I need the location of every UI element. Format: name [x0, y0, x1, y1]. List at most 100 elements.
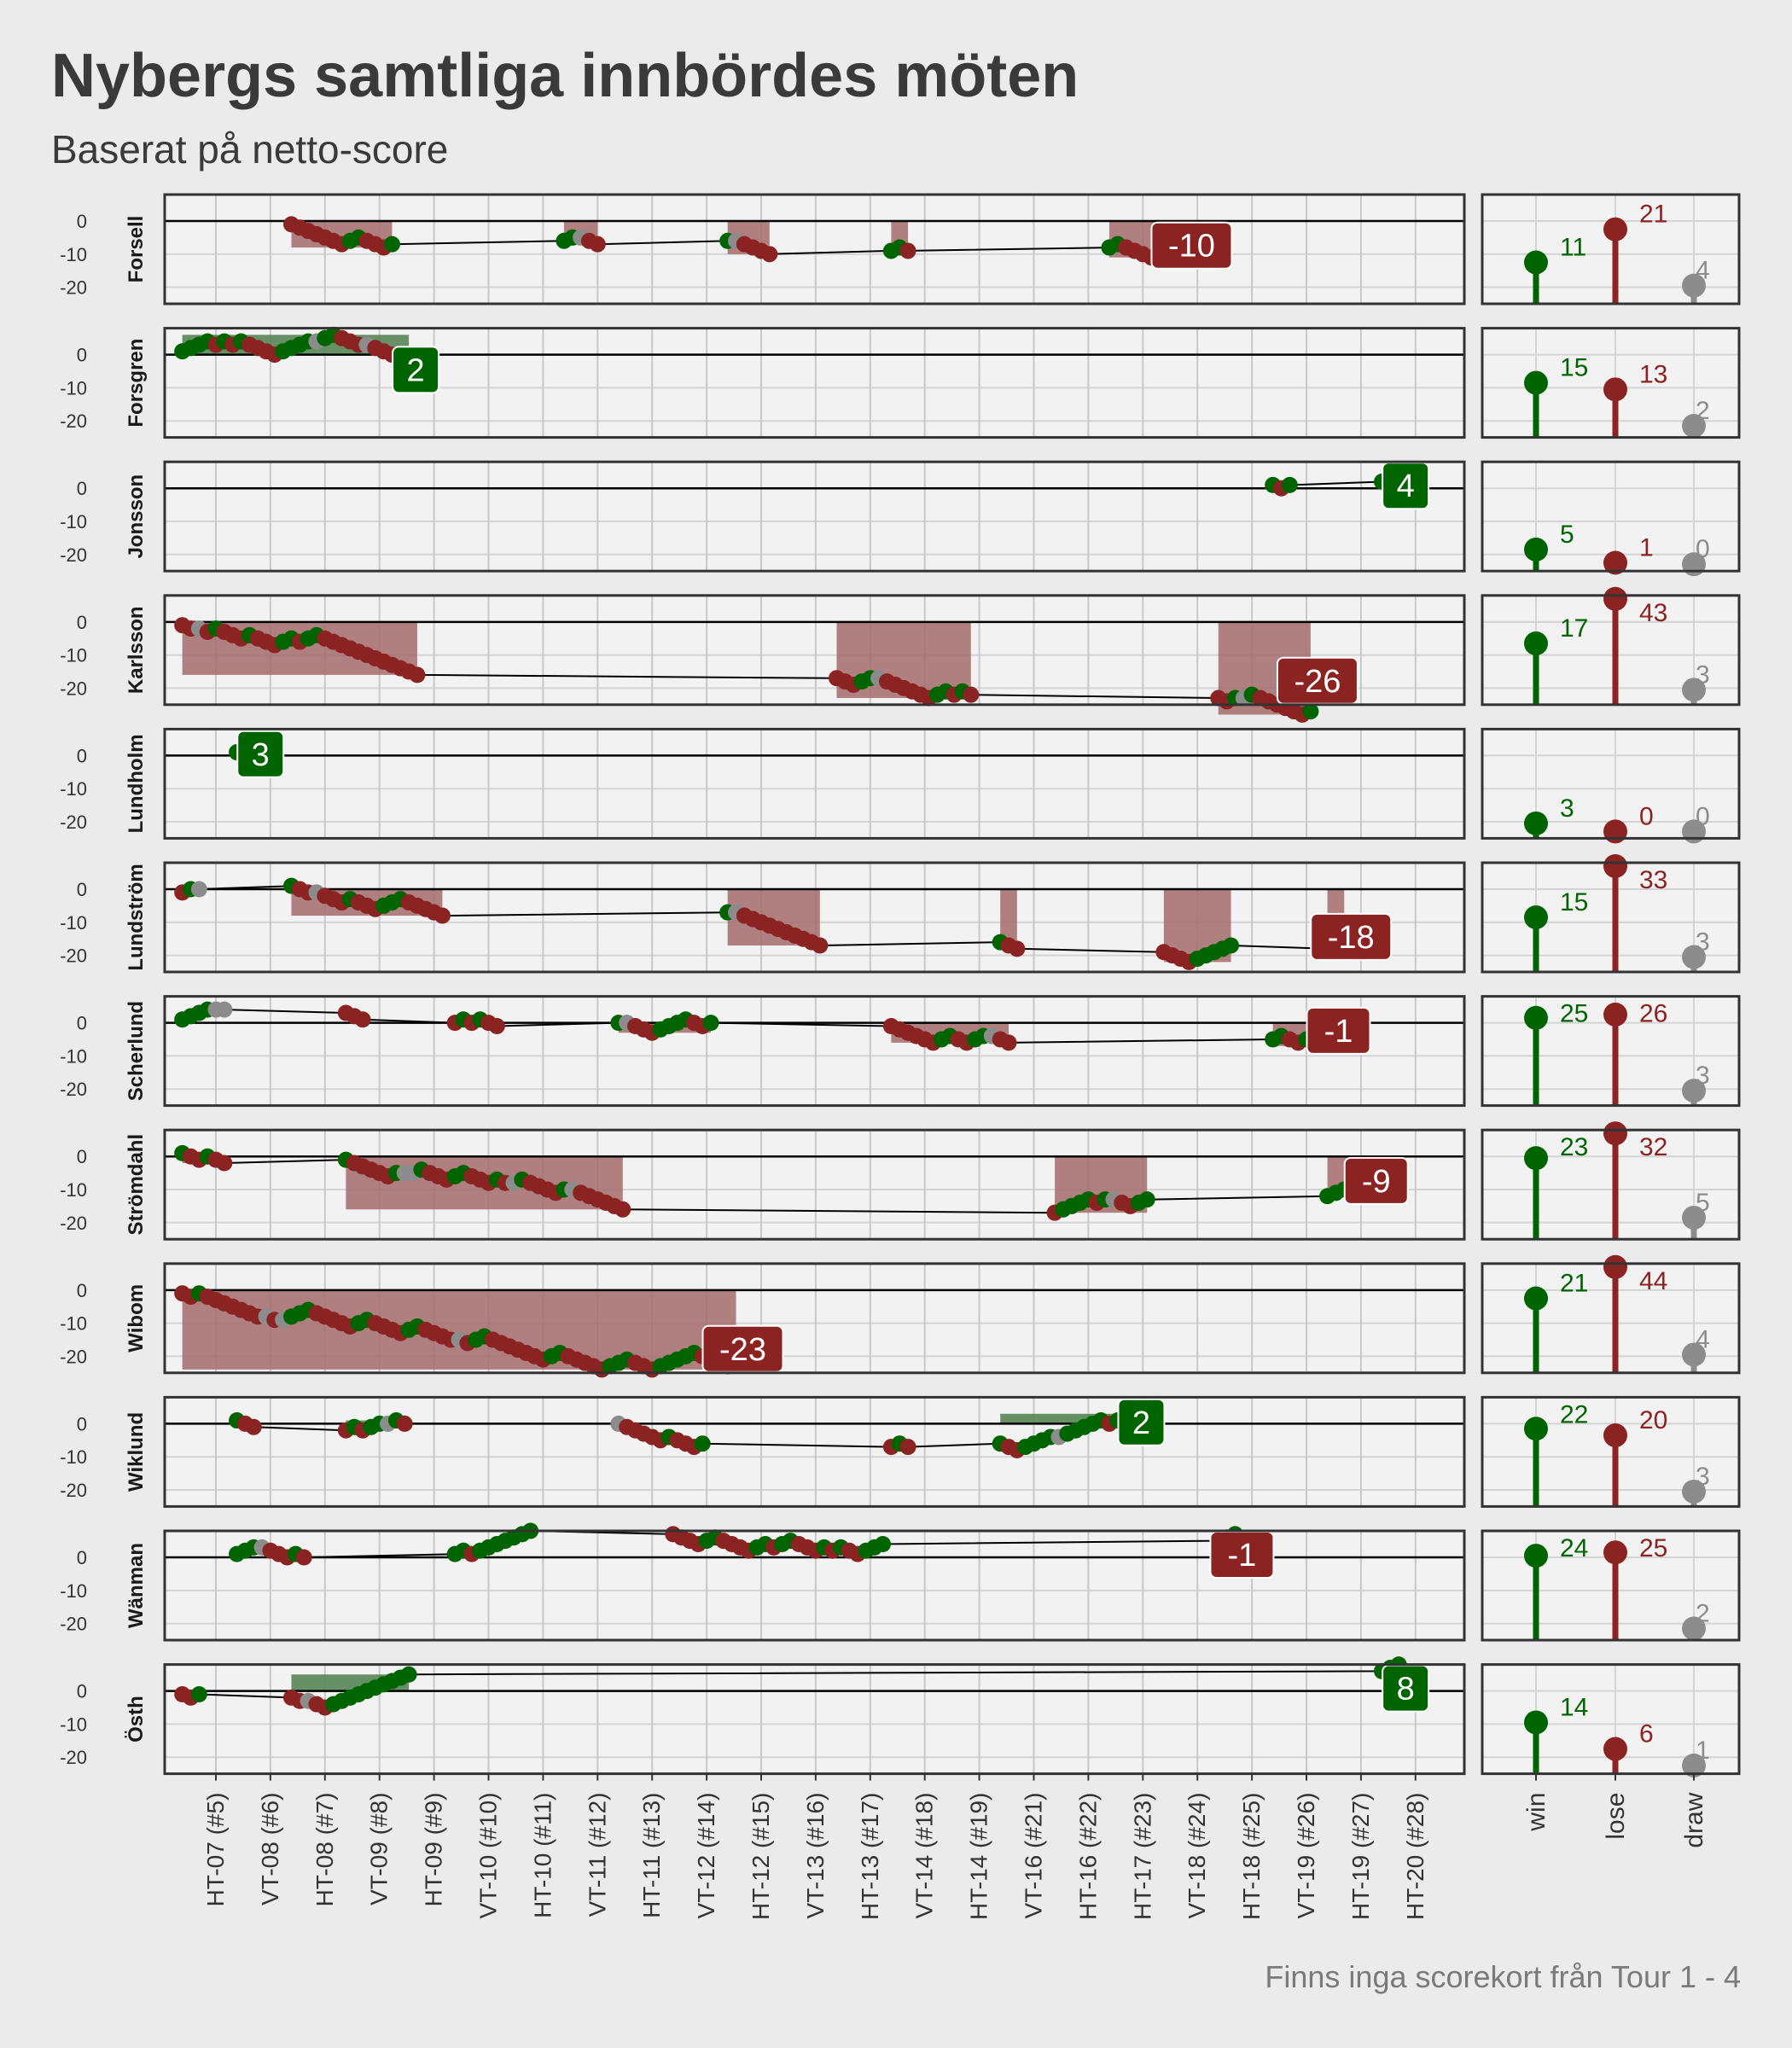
lollipop-dot [1603, 819, 1627, 844]
y-tick-label: 0 [77, 612, 87, 633]
count-label: 2 [1696, 1599, 1710, 1627]
final-value-box [1117, 1398, 1166, 1446]
final-value-label: -18 [1310, 912, 1393, 961]
result-point [1009, 940, 1026, 957]
chart-caption: Finns inga scorekort från Tour 1 - 4 [1265, 1959, 1741, 1994]
summary-lollipops: 17 43 3 [1524, 586, 1710, 705]
x-tick-label: HT-09 (#9) [421, 1793, 447, 1907]
panel-11: -10-10-20 Wänman 24 252 [60, 1522, 1741, 1642]
result-point [899, 1439, 916, 1456]
y-tick-label: -10 [60, 511, 87, 532]
final-value-label: 2 [1117, 1398, 1166, 1446]
panel-border [163, 1663, 1466, 1776]
y-tick-label: -10 [60, 1580, 87, 1602]
lollipop-dot [1524, 250, 1548, 275]
count-label: 25 [1560, 1000, 1588, 1028]
count-label: 3 [1696, 928, 1710, 957]
summary-lollipops: 21 444 [1524, 1254, 1710, 1373]
shaded-area [1000, 1413, 1135, 1424]
y-tick-label: -10 [60, 778, 87, 800]
count-label: 13 [1639, 360, 1667, 388]
final-value-text: 4 [1397, 468, 1415, 504]
y-tick-label: -10 [60, 1713, 87, 1735]
summary-tick-label: lose [1602, 1793, 1630, 1840]
x-tick-label: HT-07 (#5) [202, 1793, 229, 1907]
final-value-text: -1 [1324, 1014, 1353, 1050]
panel-label: Östh [125, 1696, 148, 1743]
count-label: 2 [1696, 397, 1710, 425]
panel-8: -9 0 -10 -20 Strömdahl 23 32 5 [60, 1121, 1741, 1241]
x-tick-label: VT-19 (#26) [1293, 1793, 1319, 1919]
y-tick-label: -20 [60, 1480, 87, 1501]
x-tick-label: HT-10 (#11) [529, 1793, 556, 1918]
lollipop-dot [1682, 1205, 1706, 1230]
panel-label: Wänman [125, 1543, 148, 1628]
lollipop-dot [1603, 217, 1627, 241]
x-tick-label: HT-11 (#13) [638, 1793, 665, 1918]
y-tick-label: -20 [60, 277, 87, 299]
panel-10: 20-10-20 Wiklund 22 203 [60, 1395, 1741, 1508]
result-point [614, 1201, 631, 1218]
count-label: 0 [1639, 802, 1654, 830]
y-tick-label: -20 [60, 1346, 87, 1367]
panel-7: -10-10-20 Scherlund 25 263 [60, 995, 1741, 1108]
final-value-text: 8 [1397, 1672, 1415, 1708]
lollipop-dot [1524, 1286, 1548, 1311]
lollipop-dot [1682, 1616, 1706, 1641]
result-point [354, 1011, 371, 1028]
summary-lollipops: 25 26 3 [1524, 1000, 1710, 1106]
y-tick-label: -20 [60, 410, 87, 432]
panel-border [163, 995, 1466, 1108]
panel-background [165, 462, 1464, 572]
count-label: 3 [1696, 660, 1710, 689]
panel-border [163, 460, 1466, 573]
final-value-text: -10 [1168, 229, 1215, 265]
final-value-label: 8 [1382, 1664, 1430, 1713]
lollipop-dot [1524, 905, 1548, 929]
result-point [216, 1001, 233, 1018]
lollipop-dot [1682, 1753, 1706, 1777]
y-tick-label: 0 [77, 1013, 87, 1034]
result-point [190, 881, 207, 898]
result-point [1138, 1191, 1155, 1208]
final-value-box [1343, 1156, 1409, 1205]
y-tick-label: 0 [77, 745, 87, 766]
panel-label: Wiklund [125, 1412, 148, 1492]
x-tick-label: HT-08 (#7) [311, 1793, 338, 1907]
panel-label: Jonsson [125, 474, 148, 559]
lollipop-dot [1682, 1079, 1706, 1103]
summary-border [1481, 727, 1741, 840]
final-value-label: -10 [1150, 221, 1233, 270]
final-value-text: -23 [719, 1332, 766, 1368]
panel-label: Scherlund [125, 1001, 148, 1101]
result-point [295, 1549, 312, 1566]
panel-border [163, 327, 1466, 439]
result-point [433, 907, 451, 924]
summary-lollipops: 14 6 1 [1524, 1693, 1710, 1777]
final-value-box [1306, 1006, 1371, 1055]
panel-3: 4 0 -10 -20 Jonsson 5 1 0 [60, 460, 1741, 577]
x-tick-label: HT-16 (#22) [1074, 1793, 1101, 1920]
summary-border [1481, 1529, 1741, 1642]
result-point [488, 1018, 505, 1035]
count-label: 0 [1696, 535, 1710, 563]
lollipop-dot [1682, 1479, 1706, 1504]
panel-background [165, 1397, 1464, 1507]
summary-border [1481, 460, 1741, 573]
lollipop-dot [1603, 377, 1627, 402]
count-label: 11 [1560, 234, 1586, 262]
x-tick-label: HT-12 (#15) [748, 1793, 774, 1920]
result-point [702, 1015, 719, 1032]
panel-label: Forsgren [125, 339, 148, 428]
lollipop-dot [1682, 1342, 1706, 1367]
x-tick-label: HT-17 (#23) [1129, 1793, 1155, 1920]
summary-tick-label: win [1522, 1793, 1551, 1832]
panel-12: 8 0 -10 -20 Östh 14 6 1 [60, 1656, 1741, 1777]
final-value-box [392, 346, 440, 394]
panel-border [163, 727, 1466, 840]
panel-4: -26 0 -10 -20 Karlsson 17 43 3 [60, 586, 1741, 723]
lollipop-dot [1603, 586, 1627, 611]
summary-lollipops: 23 32 5 [1524, 1121, 1710, 1240]
final-value-box [1310, 912, 1393, 961]
